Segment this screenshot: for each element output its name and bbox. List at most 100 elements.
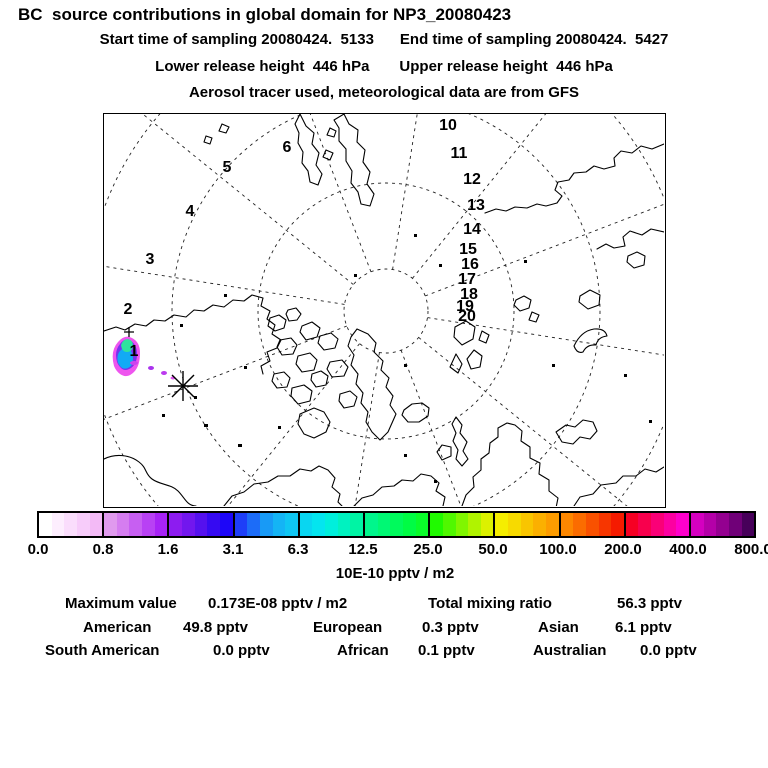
max-value: 0.173E-08 pptv / m2	[208, 595, 348, 612]
trajectory-day-label: 13	[467, 197, 485, 214]
plume-cyan	[117, 347, 133, 369]
plume-dash	[148, 366, 154, 370]
colorbar-cell	[350, 513, 364, 536]
start-time-text: Start time of sampling 20080424. 5133	[99, 31, 374, 48]
colorbar-cell	[312, 513, 326, 536]
tracer-text: Aerosol tracer used, meteorological data…	[188, 84, 580, 101]
trajectory-day-label: 4	[186, 203, 195, 220]
contribution-plume	[112, 327, 176, 380]
colorbar-cell	[573, 513, 586, 536]
colorbar-cell	[428, 513, 443, 536]
colorbar-cell	[611, 513, 624, 536]
colorbar-cell	[390, 513, 403, 536]
region-name: Australian	[533, 642, 607, 659]
region-value: 0.0 pptv	[640, 642, 697, 659]
colorbar-tick: 400.0	[669, 541, 707, 558]
colorbar-cell	[442, 513, 456, 536]
colorbar-tick: 25.0	[413, 541, 443, 558]
colorbar-tick: 3.1	[222, 541, 244, 558]
colorbar-cell	[129, 513, 143, 536]
colorbar-cell	[377, 513, 391, 536]
region-name: African	[337, 642, 389, 659]
colorbar-tick: 200.0	[604, 541, 642, 558]
colorbar-cell	[154, 513, 168, 536]
region-value: 0.3 pptv	[422, 619, 479, 636]
colorbar-cell	[363, 513, 378, 536]
trajectory-day-label: 16	[461, 256, 479, 273]
sampling-times-row: Start time of sampling 20080424. 5133 En…	[0, 31, 768, 48]
colorbar-cell	[663, 513, 677, 536]
colorbar-cell	[259, 513, 273, 536]
colorbar-cell	[102, 513, 117, 536]
colorbar-cell	[623, 513, 639, 536]
colorbar-cell	[64, 513, 77, 536]
meridian-line	[309, 114, 372, 272]
colorbar-cell	[716, 513, 729, 536]
colorbar-cell	[689, 513, 704, 536]
meridian-line	[142, 114, 354, 285]
trajectory-day-label: 12	[463, 171, 481, 188]
colorbar-cell	[676, 513, 690, 536]
plume-dash	[130, 361, 138, 365]
colorbar-tick: 1.6	[157, 541, 179, 558]
colorbar-cell	[455, 513, 469, 536]
station-marker	[168, 371, 198, 401]
colorbar-cell	[728, 513, 742, 536]
colorbar-cell	[285, 513, 298, 536]
colorbar-cell	[39, 513, 52, 536]
latitude-circle	[257, 182, 515, 440]
region-name: American	[83, 619, 152, 636]
trajectory-day-label: 1	[130, 343, 139, 360]
meridian-line	[418, 337, 628, 506]
colorbar-cell	[247, 513, 260, 536]
region-name: European	[313, 619, 383, 636]
trajectory-day-label: 5	[223, 159, 232, 176]
meridian-line	[427, 317, 664, 356]
colorbar-unit-label: 10E-10 pptv / m2	[335, 565, 455, 582]
trajectory-day-label: 11	[451, 145, 468, 162]
colorbar-cell	[142, 513, 155, 536]
colorbar-cell	[337, 513, 351, 536]
colorbar-cell	[585, 513, 599, 536]
coastlines	[104, 114, 664, 506]
region-name: South American	[45, 642, 160, 659]
trajectory-day-label: 6	[283, 139, 292, 156]
colorbar-cell	[480, 513, 494, 536]
region-value: 6.1 pptv	[615, 619, 672, 636]
colorbar-tick: 0.0	[27, 541, 49, 558]
colorbar-tick: 100.0	[539, 541, 577, 558]
tracer-row: Aerosol tracer used, meteorological data…	[0, 84, 768, 101]
trajectory-day-label: 3	[146, 251, 155, 268]
meridian-line	[104, 325, 347, 420]
polar-map: 1 2 3 4 5 6 10 11 12 13 14 15 16 17 18 19 20	[103, 113, 666, 508]
trajectory-day-label: 19	[456, 298, 474, 315]
trajectory-day-label: 10	[439, 117, 457, 134]
colorbar-cell	[415, 513, 429, 536]
trajectory-day-label: 18	[460, 286, 478, 303]
meridian-line	[400, 350, 462, 506]
colorbar-cell	[167, 513, 183, 536]
trajectory-day-label: 2	[124, 301, 133, 318]
plume-dash	[161, 371, 167, 375]
colorbar-cell	[207, 513, 220, 536]
colorbar-cell	[402, 513, 416, 536]
release-heights-row: Lower release height 446 hPa Upper relea…	[0, 58, 768, 75]
colorbar-cell	[651, 513, 664, 536]
total-ratio-value: 56.3 pptv	[617, 595, 683, 612]
upper-release-text: Upper release height 446 hPa	[399, 58, 613, 75]
colorbar-cell	[520, 513, 534, 536]
colorbar-cell	[741, 513, 755, 536]
lower-release-text: Lower release height 446 hPa	[155, 58, 370, 75]
colorbar-cell	[182, 513, 195, 536]
colorbar-cell	[493, 513, 509, 536]
colorbar-tick: 6.3	[287, 541, 309, 558]
region-value: 0.1 pptv	[418, 642, 475, 659]
colorbar-cell	[116, 513, 130, 536]
colorbar-cell	[468, 513, 481, 536]
colorbar-cell	[297, 513, 313, 536]
colorbar-cell	[638, 513, 652, 536]
colorbar-tick: 12.5	[348, 541, 378, 558]
